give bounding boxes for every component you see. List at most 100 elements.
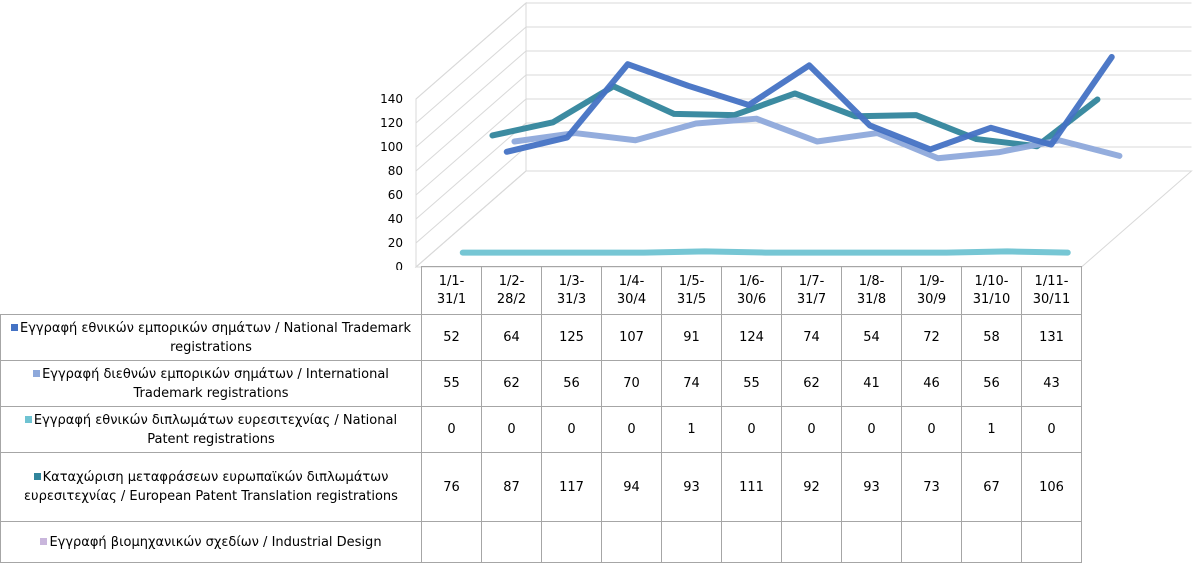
y-tick-label: 40 — [388, 212, 403, 226]
y-tick-label: 100 — [380, 140, 403, 154]
table-cell-value: 62 — [781, 360, 842, 407]
table-cell-value: 0 — [541, 406, 602, 453]
table-cell-value: 56 — [541, 360, 602, 407]
table-cell-value: 92 — [781, 452, 842, 522]
table-cell-value: 67 — [961, 452, 1022, 522]
table-cell-value: 70 — [601, 360, 662, 407]
series-name: Εγγραφή βιομηχανικών σχεδίων / Industria… — [49, 534, 382, 550]
legend-key-icon — [33, 369, 41, 377]
series-label: Εγγραφή βιομηχανικών σχεδίων / Industria… — [0, 521, 422, 563]
table-cell-value: 117 — [541, 452, 602, 522]
table-cell-value — [721, 521, 782, 563]
category-label: 1/9- 30/9 — [901, 266, 962, 315]
data-table: 1/1- 31/1 1/2- 28/2 1/3- 31/3 1/4- 30/4 1/5- 31/5… — [0, 266, 1082, 563]
y-tick-label: 80 — [388, 164, 403, 178]
table-cell-value: 0 — [901, 406, 962, 453]
table-cell-value: 74 — [781, 314, 842, 361]
chart-3d-line: 0 20 40 60 80 100 120 140 — [380, 1, 1193, 270]
side-wall — [415, 1, 527, 269]
table-cell-value: 58 — [961, 314, 1022, 361]
y-tick-label: 60 — [388, 188, 403, 202]
table-cell-value — [601, 521, 662, 563]
category-label: 1/2- 28/2 — [481, 266, 542, 315]
table-cell-value: 125 — [541, 314, 602, 361]
gridline-side — [415, 98, 527, 196]
legend-key-icon — [24, 415, 32, 423]
table-row: Εγγραφή βιομηχανικών σχεδίων / Industria… — [0, 521, 1082, 563]
table-cell-value — [481, 521, 542, 563]
series-line-3 — [459, 248, 1071, 256]
series-name: Εγγραφή εθνικών εμπορικών σημάτων / Nati… — [20, 320, 411, 355]
series-name: Καταχώριση μεταφράσεων ευρωπαϊκών διπλωμ… — [24, 470, 398, 504]
table-cell-value: 0 — [421, 406, 482, 453]
category-label: 1/8- 31/8 — [841, 266, 902, 315]
y-tick-label: 120 — [380, 116, 403, 130]
legend-key-icon — [33, 473, 41, 480]
table-cell-value: 64 — [481, 314, 542, 361]
table-row: Εγγραφή διεθνών εμπορικών σημάτων / Inte… — [0, 360, 1082, 407]
y-tick-label: 20 — [388, 236, 403, 250]
table-cell-value: 74 — [661, 360, 722, 407]
table-row: Εγγραφή εθνικών διπλωμάτων ευρεσιτεχνίας… — [0, 406, 1082, 453]
table-cell-value: 76 — [421, 452, 482, 522]
table-cell-value: 62 — [481, 360, 542, 407]
gridline-side — [415, 2, 527, 100]
series-line-2 — [511, 115, 1123, 162]
table-cell-value: 94 — [601, 452, 662, 522]
gridline-side — [415, 146, 527, 244]
table-cell-value: 1 — [961, 406, 1022, 453]
table-cell-value: 43 — [1021, 360, 1082, 407]
gridline-side — [415, 50, 527, 148]
gridline-side — [415, 26, 527, 124]
y-tick-label: 0 — [395, 260, 403, 270]
category-label: 1/4- 30/4 — [601, 266, 662, 315]
table-cell-value: 107 — [601, 314, 662, 361]
table-cell-value: 93 — [661, 452, 722, 522]
table-cell-value: 0 — [481, 406, 542, 453]
category-label: 1/11- 30/11 — [1021, 266, 1082, 315]
table-row: Καταχώριση μεταφράσεων ευρωπαϊκών διπλωμ… — [0, 452, 1082, 522]
table-cell-value: 73 — [901, 452, 962, 522]
table-cell-value — [661, 521, 722, 563]
table-cell-value: 0 — [1021, 406, 1082, 453]
category-label: 1/1- 31/1 — [421, 266, 482, 315]
series-name: Εγγραφή εθνικών διπλωμάτων ευρεσιτεχνίας… — [33, 412, 398, 447]
table-cell-value: 0 — [601, 406, 662, 453]
table-header-row: 1/1- 31/1 1/2- 28/2 1/3- 31/3 1/4- 30/4 1/5- 31/5… — [1, 266, 1082, 315]
series-label: Εγγραφή εθνικών διπλωμάτων ευρεσιτεχνίας… — [0, 406, 422, 453]
series-line-4 — [489, 83, 1101, 150]
category-label: 1/6- 30/6 — [721, 266, 782, 315]
table-cell-value: 87 — [481, 452, 542, 522]
gridline-side — [415, 122, 527, 220]
table-cell-value: 54 — [841, 314, 902, 361]
table-cell-value: 124 — [721, 314, 782, 361]
table-cell-value: 0 — [721, 406, 782, 453]
table-cell-value: 93 — [841, 452, 902, 522]
series-label: Καταχώριση μεταφράσεων ευρωπαϊκών διπλωμ… — [0, 452, 422, 522]
chart-series-lines — [459, 54, 1123, 256]
table-cell-value — [841, 521, 902, 563]
series-line-1 — [503, 54, 1115, 155]
table-cell-value — [421, 521, 482, 563]
category-label: 1/10- 31/10 — [961, 266, 1022, 315]
table-cell-value: 41 — [841, 360, 902, 407]
table-cell-value: 0 — [841, 406, 902, 453]
legend-key-icon — [40, 537, 48, 545]
table-cell-value: 46 — [901, 360, 962, 407]
table-corner — [1, 267, 422, 315]
series-name: Εγγραφή διεθνών εμπορικών σημάτων / Inte… — [42, 366, 389, 401]
table-cell-value: 1 — [661, 406, 722, 453]
table-row: Εγγραφή εθνικών εμπορικών σημάτων / Nati… — [0, 314, 1082, 361]
table-cell-value: 72 — [901, 314, 962, 361]
series-label: Εγγραφή διεθνών εμπορικών σημάτων / Inte… — [0, 360, 422, 407]
table-cell-value — [781, 521, 842, 563]
table-cell-value: 131 — [1021, 314, 1082, 361]
series-label: Εγγραφή εθνικών εμπορικών σημάτων / Nati… — [0, 314, 422, 361]
table-cell-value: 91 — [661, 314, 722, 361]
legend-key-icon — [11, 323, 19, 331]
table-cell-value — [961, 521, 1022, 563]
category-label: 1/5- 31/5 — [661, 266, 722, 315]
gridline-side — [415, 170, 527, 268]
category-label: 1/3- 31/3 — [541, 266, 602, 315]
category-label: 1/7- 31/7 — [781, 266, 842, 315]
